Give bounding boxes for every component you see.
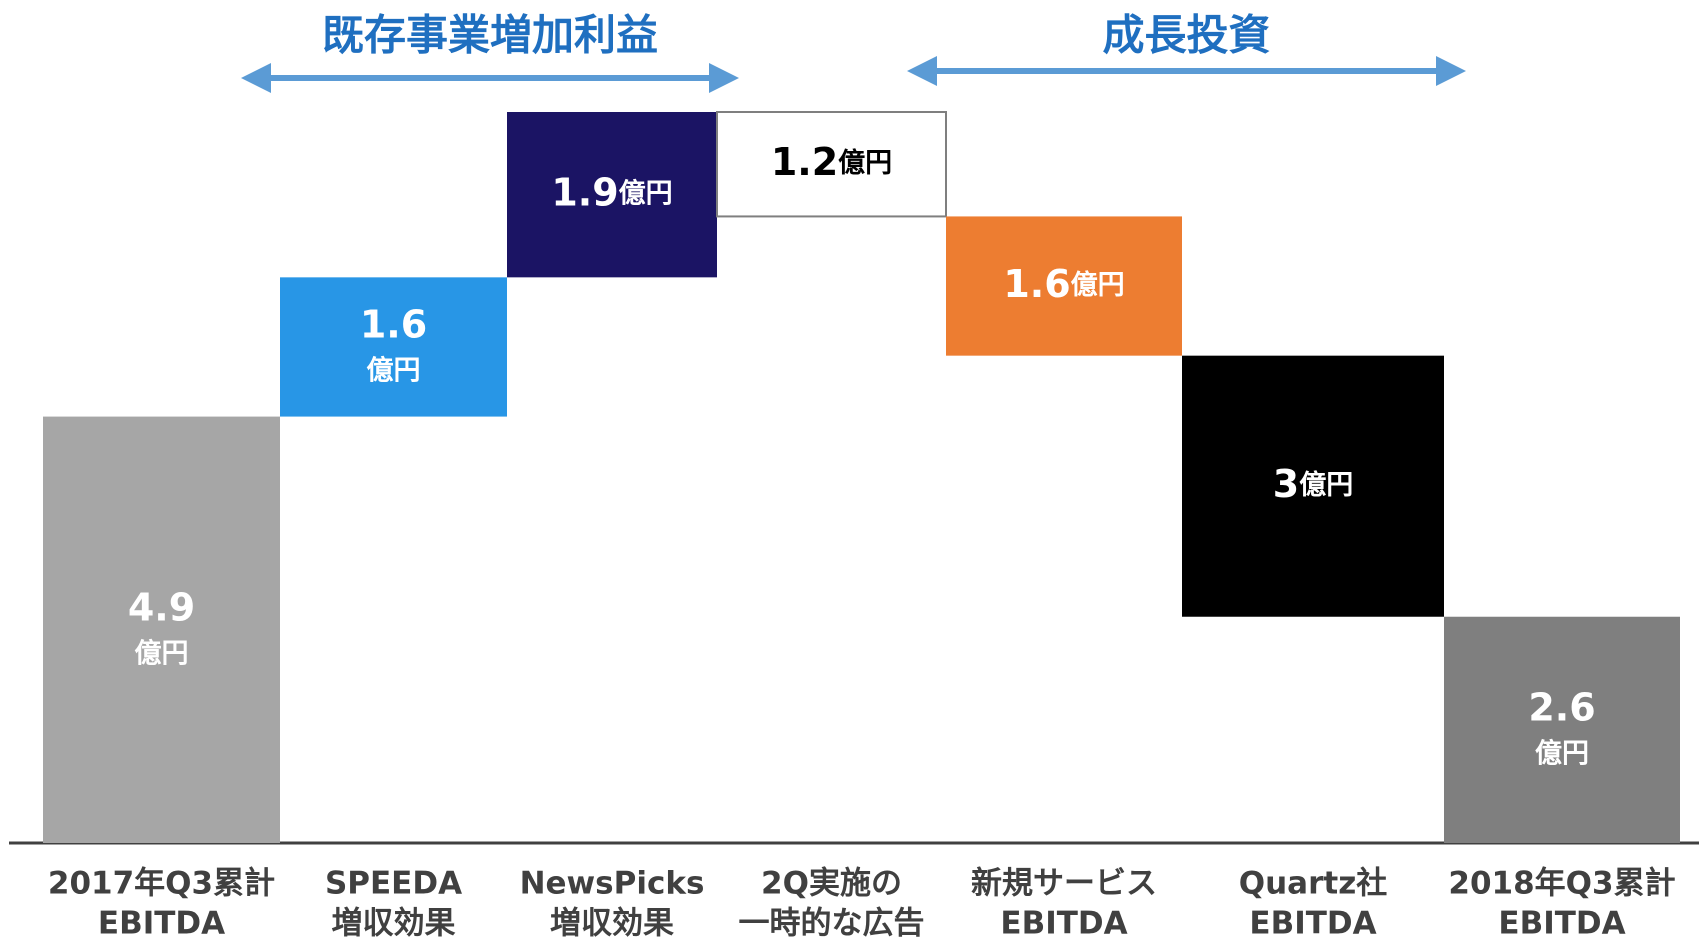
unit-label: 億円 [367,355,421,386]
unit-label: 億円 [838,148,892,179]
x-tick-label: NewsPicks [520,866,705,902]
x-tick-label: 増収効果 [332,906,456,942]
unit-label: 億円 [1071,270,1125,301]
value-label: 3億円 [1273,462,1353,506]
bar [946,216,1182,356]
bar [1182,355,1444,617]
x-tick-label: 2018年Q3累計 [1448,866,1675,902]
unit-label: 億円 [1535,738,1589,769]
x-tick-label: 一時的な広告 [739,906,925,942]
value-number: 1.9 [551,170,618,214]
value-label: 1.6 [360,302,427,346]
x-tick-label: 新規サービス [971,866,1157,902]
x-tick-label: 2Q実施の [761,866,902,902]
x-tick-label: 2017年Q3累計 [48,866,275,902]
value-label: 1.6億円 [1003,262,1124,306]
value-number: 3 [1273,462,1299,506]
unit-label: 億円 [1299,470,1353,501]
value-label: 4.9 [128,585,195,629]
value-label: 2.6 [1528,685,1595,729]
bar [716,111,947,218]
group-title: 成長投資 [1102,11,1270,60]
x-tick-label: Quartz社 [1239,866,1388,902]
value-number: 1.6 [1003,262,1070,306]
value-label: 1.2億円 [771,140,892,184]
bar [43,416,280,843]
value-number: 1.2 [771,140,838,184]
unit-label: 億円 [619,178,673,209]
x-tick-label: EBITDA [1000,906,1127,942]
x-tick-label: 増収効果 [550,906,674,942]
value-label: 1.9億円 [551,170,672,214]
group-title: 既存事業増加利益 [322,11,658,60]
bar [1444,616,1680,843]
x-tick-label: EBITDA [1249,906,1376,942]
unit-label: 億円 [135,638,189,669]
x-tick-label: EBITDA [98,906,225,942]
bar [507,112,717,278]
bar [280,277,507,417]
x-tick-label: SPEEDA [325,866,462,902]
x-tick-label: EBITDA [1498,906,1625,942]
